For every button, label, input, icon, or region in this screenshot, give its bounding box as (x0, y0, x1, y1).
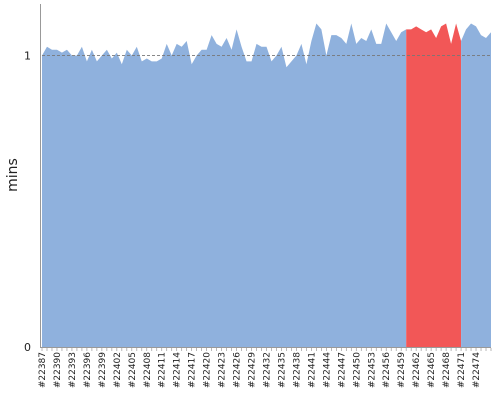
x-tick-label: #22405 (128, 352, 138, 388)
x-tick-label: #22402 (113, 352, 123, 388)
x-tick-label: #22438 (292, 352, 302, 388)
x-tick-label: #22465 (427, 352, 437, 388)
area-series (42, 23, 491, 348)
x-tick-label: #22411 (158, 352, 168, 388)
x-tick-label: #22435 (277, 352, 287, 388)
x-tick-label: #22423 (218, 352, 228, 388)
x-tick-label: #22417 (188, 352, 198, 388)
area-normal-before (42, 23, 407, 348)
x-tick-label: #22444 (322, 352, 332, 388)
y-tick-label: 0 (24, 341, 31, 354)
x-tick-label: #22408 (143, 352, 153, 388)
x-tick-label: #22429 (248, 352, 258, 388)
x-tick-label: #22450 (352, 352, 362, 388)
x-tick-label: #22414 (173, 352, 183, 388)
y-tick-label: 1 (24, 50, 31, 63)
x-tick-label: #22441 (307, 352, 317, 388)
x-tick-label: #22456 (382, 352, 392, 388)
x-tick-label: #22426 (233, 352, 243, 388)
x-tick-labels: #22387 #22390 #22393 #22396 #22399 #22402 #224… (38, 352, 482, 388)
x-tick-label: #22447 (337, 352, 347, 388)
area-normal-after (461, 23, 491, 348)
y-tick-labels: 01 (24, 50, 31, 354)
area-highlighted (406, 23, 462, 348)
x-tick-label: #22393 (68, 352, 78, 388)
x-tick-label: #22432 (263, 352, 273, 388)
axes (40, 4, 492, 351)
y-axis-title: mins (5, 158, 21, 192)
x-tick-label: #22462 (412, 352, 422, 388)
x-tick-label: #22396 (83, 352, 93, 388)
x-tick-label: #22471 (457, 352, 467, 388)
x-tick-label: #22453 (367, 352, 377, 388)
x-tick-label: #22420 (203, 352, 213, 388)
x-tick-label: #22399 (98, 352, 108, 388)
x-tick-label: #22387 (38, 352, 48, 388)
x-tick-label: #22390 (53, 352, 63, 388)
x-tick-label: #22474 (472, 352, 482, 388)
x-tick-label: #22459 (397, 352, 407, 388)
x-tick-label: #22468 (442, 352, 452, 388)
